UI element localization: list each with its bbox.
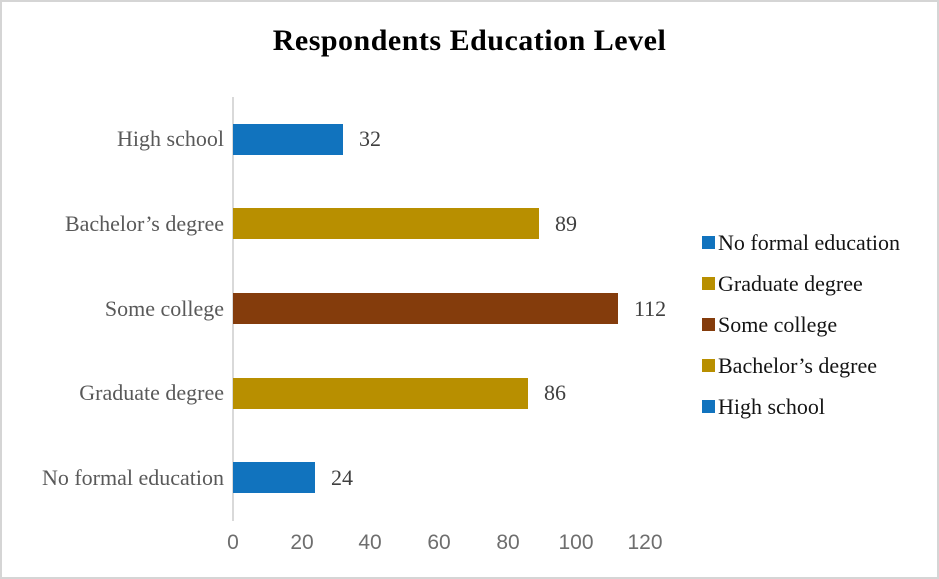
category-label: Graduate degree (79, 380, 224, 405)
legend-swatch-icon (702, 400, 715, 413)
legend-item: Graduate degree (702, 263, 900, 304)
legend-label: Some college (718, 311, 838, 337)
value-label: 89 (555, 211, 577, 236)
legend-label: No formal education (718, 229, 901, 255)
bar-bachelor-s-degree (233, 208, 539, 239)
legend-label: Graduate degree (718, 270, 863, 296)
legend-item: Bachelor’s degree (702, 345, 900, 386)
bar-no-formal-education (233, 462, 315, 493)
legend: No formal education Graduate degree Some c… (702, 222, 900, 427)
legend-item: Some college (702, 304, 900, 345)
bar-some-college (233, 293, 618, 324)
bar-high-school (233, 124, 343, 155)
legend-label: High school (718, 393, 825, 419)
value-label: 32 (359, 126, 381, 151)
category-label: Bachelor’s degree (64, 211, 224, 236)
chart-title: Respondents Education Level (272, 24, 667, 57)
x-axis-tick-label: 20 (290, 531, 314, 554)
value-label: 24 (331, 465, 353, 490)
legend-swatch-icon (702, 277, 715, 290)
legend-swatch-icon (702, 359, 715, 372)
category-label: No formal education (41, 465, 224, 490)
x-axis-tick-label: 0 (227, 531, 239, 554)
x-axis-tick-label: 60 (427, 531, 451, 554)
x-axis-tick-label: 100 (558, 531, 594, 554)
x-axis-tick-label: 80 (496, 531, 520, 554)
category-label: Some college (104, 296, 224, 321)
legend-label: Bachelor’s degree (718, 352, 878, 378)
value-label: 112 (634, 296, 667, 321)
x-axis-tick-label: 120 (627, 531, 663, 554)
value-label: 86 (544, 380, 566, 405)
legend-swatch-icon (702, 318, 715, 331)
legend-item: No formal education (702, 222, 900, 263)
legend-item: High school (702, 386, 900, 427)
x-axis-tick-label: 40 (358, 531, 382, 554)
bar-graduate-degree (233, 378, 528, 409)
category-label: High school (117, 126, 224, 151)
legend-swatch-icon (702, 236, 715, 249)
